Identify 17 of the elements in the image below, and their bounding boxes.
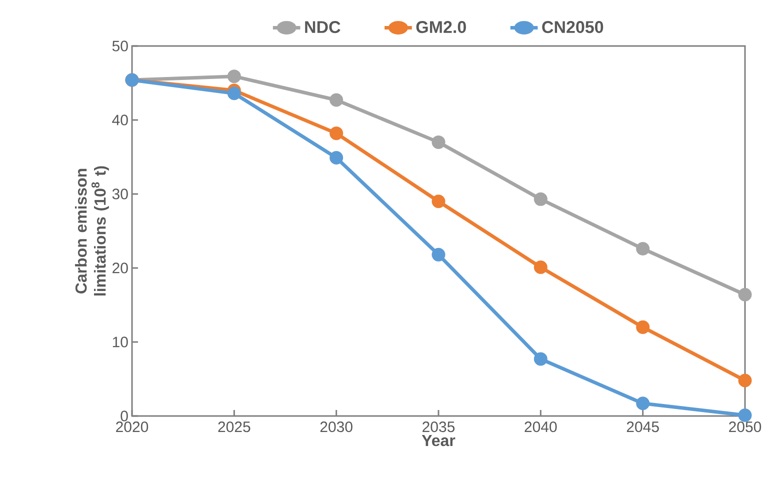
x-tick-label: 2020 [116,422,148,432]
x-tick-label: 2025 [218,422,250,432]
x-tick-label: 2035 [422,422,455,432]
x-tick-label: 2030 [320,422,352,432]
legend-label: CN2050 [542,21,604,34]
y-tick-label: 40 [112,114,128,126]
y-tick-label: 10 [112,336,128,348]
y-tick-label: 0 [120,410,128,422]
y-tick-label: 30 [112,188,128,200]
x-tick-label: 2050 [729,422,762,432]
legend-label: NDC [305,21,340,34]
x-tick-label: 2040 [524,422,557,432]
x-tick-label: 2045 [626,422,659,432]
y-tick-label: 50 [112,40,128,52]
legend-label: GM2.0 [416,21,466,34]
x-axis-title: Year [422,435,456,446]
y-tick-label: 20 [112,262,128,274]
